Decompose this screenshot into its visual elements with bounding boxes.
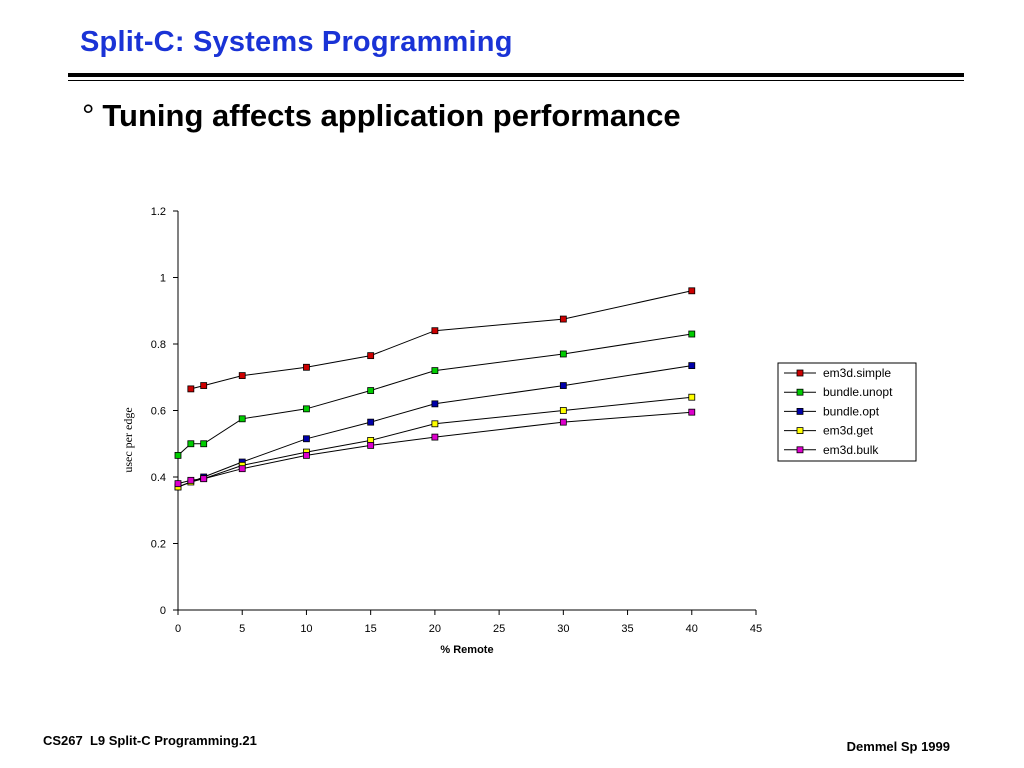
data-point	[559, 315, 567, 323]
legend-marker	[796, 407, 804, 415]
y-tick-label: 0.2	[151, 539, 166, 551]
data-point	[688, 362, 696, 370]
data-point	[187, 440, 195, 448]
legend-label: em3d.get	[823, 424, 874, 438]
title-divider-thick	[68, 73, 964, 77]
y-axis-label: usec per edge	[121, 407, 135, 472]
bullet-icon: °	[82, 98, 95, 133]
x-tick-label: 30	[557, 623, 569, 635]
data-point	[174, 480, 182, 488]
bullet-point: ° Tuning affects application performance	[82, 98, 681, 134]
legend-label: bundle.unopt	[823, 385, 893, 399]
x-tick-label: 10	[300, 623, 312, 635]
data-point	[174, 451, 182, 459]
data-point	[367, 387, 375, 394]
x-tick-label: 25	[493, 623, 505, 635]
data-point	[200, 475, 208, 483]
x-tick-label: 35	[621, 623, 633, 635]
x-tick-label: 5	[239, 623, 245, 635]
data-point	[431, 327, 439, 335]
data-point	[303, 451, 310, 459]
data-point	[431, 420, 439, 428]
data-point	[559, 350, 567, 358]
x-tick-label: 40	[686, 623, 698, 635]
data-point	[200, 440, 208, 448]
legend-label: em3d.bulk	[823, 443, 879, 457]
data-point	[238, 372, 246, 379]
data-point	[367, 352, 375, 360]
x-tick-label: 20	[429, 623, 441, 635]
data-point	[303, 405, 310, 413]
legend-marker	[796, 427, 804, 435]
footer-course-label: CS267 L9 Split-C Programming.21	[43, 733, 257, 748]
legend-marker	[796, 388, 804, 396]
y-tick-label: 1.2	[151, 206, 166, 218]
y-tick-label: 0.4	[151, 472, 166, 484]
data-point	[431, 400, 439, 408]
data-point	[559, 382, 567, 389]
data-point	[688, 287, 696, 295]
data-point	[238, 465, 246, 473]
x-tick-label: 15	[365, 623, 377, 635]
y-tick-label: 0.6	[151, 406, 166, 418]
data-point	[187, 385, 195, 393]
legend-label: em3d.simple	[823, 366, 891, 380]
series-line	[177, 365, 692, 488]
data-point	[238, 415, 246, 423]
data-point	[559, 407, 567, 414]
footer-author-label: Demmel Sp 1999	[846, 739, 950, 754]
data-point	[688, 393, 696, 401]
title-divider-thin	[68, 80, 964, 81]
x-tick-label: 45	[750, 623, 762, 635]
series-line	[177, 396, 692, 488]
x-tick-label: 0	[175, 623, 181, 635]
data-point	[367, 442, 375, 449]
data-point	[688, 330, 696, 338]
series-line	[190, 290, 692, 390]
data-point	[187, 476, 195, 484]
data-point	[559, 418, 567, 426]
legend-marker	[796, 446, 804, 454]
data-point	[367, 418, 375, 426]
legend-marker	[796, 369, 804, 377]
bullet-text: Tuning affects application performance	[102, 98, 681, 133]
x-axis-label: % Remote	[440, 644, 493, 656]
data-point	[200, 382, 208, 389]
y-tick-label: 0	[160, 605, 166, 617]
legend-label: bundle.opt	[823, 404, 880, 418]
data-point	[431, 433, 439, 441]
y-tick-label: 0.8	[151, 339, 166, 351]
slide-title: Split-C: Systems Programming	[80, 26, 513, 58]
data-point	[303, 435, 310, 443]
data-point	[303, 363, 310, 371]
y-tick-label: 1	[160, 273, 166, 285]
data-point	[688, 408, 696, 416]
data-point	[431, 367, 439, 375]
